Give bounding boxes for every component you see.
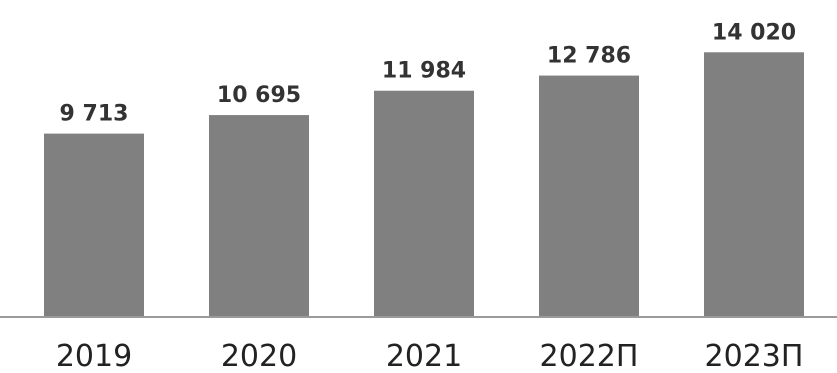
x-tick-label-2021: 2021	[386, 339, 462, 373]
value-label-2022П: 12 786	[547, 44, 631, 69]
bar-2021	[374, 90, 474, 317]
x-tick-label-2020: 2020	[221, 339, 297, 373]
value-label-2020: 10 695	[217, 83, 301, 108]
value-label-2023П: 14 020	[712, 20, 796, 45]
x-tick-label-2022П: 2022П	[540, 339, 639, 373]
x-tick-label-2023П: 2023П	[705, 339, 804, 373]
bar-2022П	[539, 75, 639, 317]
bar-2020	[209, 115, 309, 317]
bar-series	[44, 52, 804, 317]
value-label-2019: 9 713	[60, 102, 129, 127]
value-labels: 9 713 10 695 11 984 12 786 14 020	[60, 20, 797, 126]
x-tick-label-2019: 2019	[56, 339, 132, 373]
bar-2019	[44, 133, 144, 317]
x-axis-tick-labels: 2019 2020 2021 2022П 2023П	[56, 339, 804, 373]
value-label-2021: 11 984	[382, 59, 466, 84]
bar-2023П	[704, 52, 804, 317]
